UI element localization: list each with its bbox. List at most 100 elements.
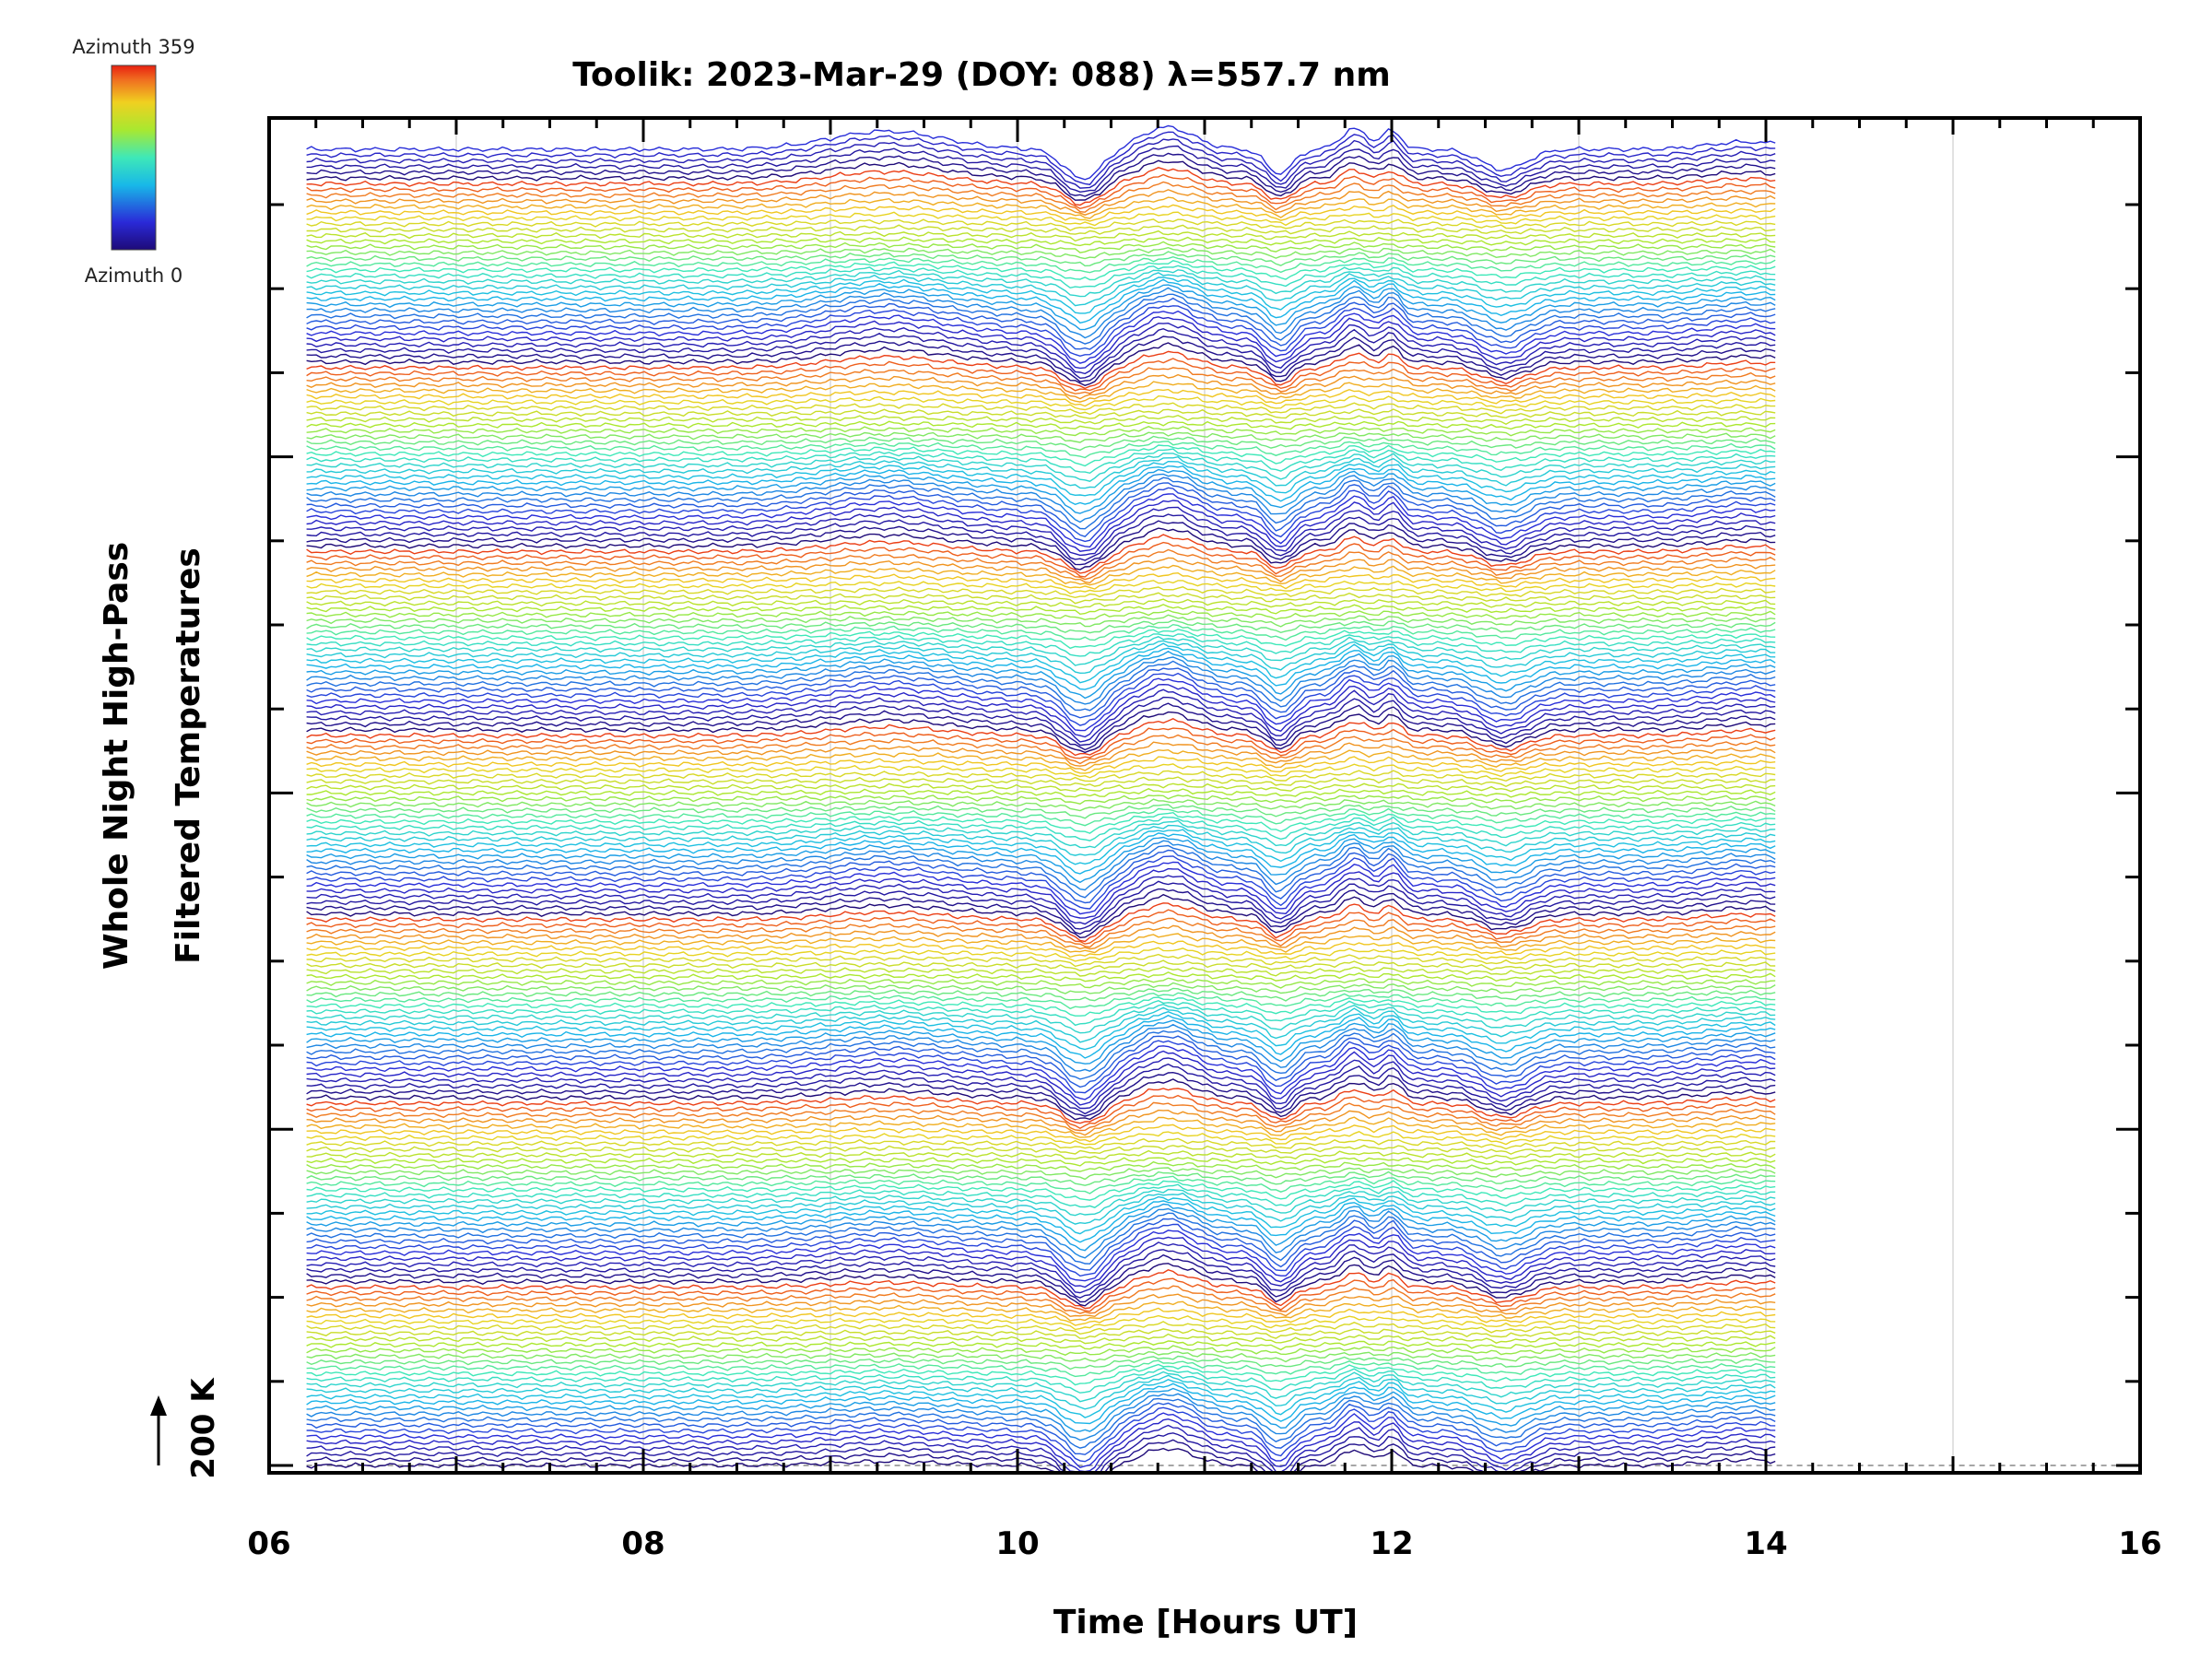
trace-line [306, 909, 1776, 945]
trace-line [306, 1363, 1776, 1386]
trace-line [306, 819, 1776, 849]
trace-line [306, 1432, 1776, 1473]
trace-line [306, 959, 1776, 971]
trace-line [306, 580, 1776, 594]
trace-line [306, 1023, 1776, 1072]
x-tick-labels: 06 08 10 12 14 16 [247, 1525, 2161, 1562]
trace-line [306, 1406, 1776, 1463]
trace-line [306, 276, 1776, 314]
trace-line [306, 1350, 1776, 1363]
trace-line [306, 520, 1776, 566]
trace-line [306, 1035, 1776, 1088]
trace-line [306, 500, 1776, 552]
trace-line [306, 1203, 1776, 1252]
trace-line [306, 902, 1776, 943]
trace-line [306, 1253, 1776, 1303]
trace-line [306, 335, 1776, 382]
trace-line [306, 1124, 1776, 1143]
x-axis-label: Time [Hours UT] [1053, 1604, 1358, 1641]
trace-line [306, 1149, 1776, 1160]
trace-line [306, 388, 1776, 407]
trace-line [306, 152, 1776, 197]
trace-line [306, 1192, 1776, 1225]
trace-line [306, 506, 1776, 557]
trace-line [306, 875, 1776, 925]
trace-line [306, 310, 1776, 364]
trace-line [306, 1003, 1776, 1034]
trace-line [306, 966, 1776, 977]
colorbar: Azimuth 359 Azimuth 0 [72, 36, 194, 287]
trace-line [306, 196, 1776, 219]
trace-line [306, 571, 1776, 590]
trace-line [306, 1300, 1776, 1322]
trace-line [306, 1397, 1776, 1449]
trace-line [306, 798, 1776, 812]
trace-line [306, 441, 1776, 459]
trace-line [306, 1393, 1776, 1441]
trace-line [306, 265, 1776, 289]
trace-line [306, 1307, 1776, 1326]
colorbar-label-bottom: Azimuth 0 [85, 265, 183, 287]
trace-line [306, 138, 1776, 189]
trace-line [306, 953, 1776, 968]
trace-line [306, 1160, 1776, 1172]
trace-line [306, 284, 1776, 331]
trace-line [306, 460, 1776, 497]
trace-line [306, 1371, 1776, 1403]
trace-line [306, 482, 1776, 538]
trace-line [306, 1367, 1776, 1394]
scale-indicator: 200 K [150, 1377, 222, 1479]
trace-line [306, 1040, 1776, 1094]
trace-line [306, 1359, 1776, 1378]
trace-line [306, 414, 1776, 425]
trace-line [306, 1019, 1776, 1065]
trace-line [306, 173, 1776, 210]
trace-line [306, 444, 1776, 467]
trace-line [306, 431, 1776, 443]
trace-line [306, 1382, 1776, 1425]
trace-line [306, 297, 1776, 350]
trace-line [306, 711, 1776, 754]
trace-line [306, 811, 1776, 834]
trace-line [306, 1230, 1776, 1282]
trace-line [306, 640, 1776, 675]
trace-line [306, 832, 1776, 875]
trace-line [306, 940, 1776, 959]
trace-line [306, 1183, 1776, 1208]
trace-line [306, 373, 1776, 400]
trace-line [306, 293, 1776, 345]
trace-line [306, 1387, 1776, 1432]
trace-line [306, 1006, 1776, 1043]
trace-line [306, 1321, 1776, 1335]
trace-line [306, 287, 1776, 339]
trace-line [306, 1269, 1776, 1310]
trace-line [306, 1010, 1776, 1051]
trace-line [306, 1340, 1776, 1351]
trace-line [306, 322, 1776, 375]
trace-line [306, 1014, 1776, 1059]
trace-line [306, 1241, 1776, 1294]
trace-line [306, 770, 1776, 782]
trace-line [306, 718, 1776, 757]
trace-line [306, 145, 1776, 194]
trace-line [306, 933, 1776, 954]
x-tick-label: 08 [621, 1525, 665, 1562]
trace-line [306, 420, 1776, 430]
trace-line [306, 1167, 1776, 1181]
trace-line [306, 586, 1776, 599]
x-tick-label: 06 [247, 1525, 290, 1562]
trace-line [306, 189, 1776, 216]
trace-line [306, 816, 1776, 841]
trace-line [306, 255, 1776, 274]
trace-line [306, 358, 1776, 392]
trace-line [306, 1249, 1776, 1299]
trace-line [306, 598, 1776, 609]
trace-line [306, 124, 1776, 181]
trace-line [306, 236, 1776, 247]
colorbar-label-top: Azimuth 359 [72, 36, 194, 58]
trace-line [306, 623, 1776, 641]
trace-line [306, 350, 1776, 390]
y-axis-label-1: Whole Night High-Pass [98, 542, 135, 970]
trace-line [306, 453, 1776, 482]
